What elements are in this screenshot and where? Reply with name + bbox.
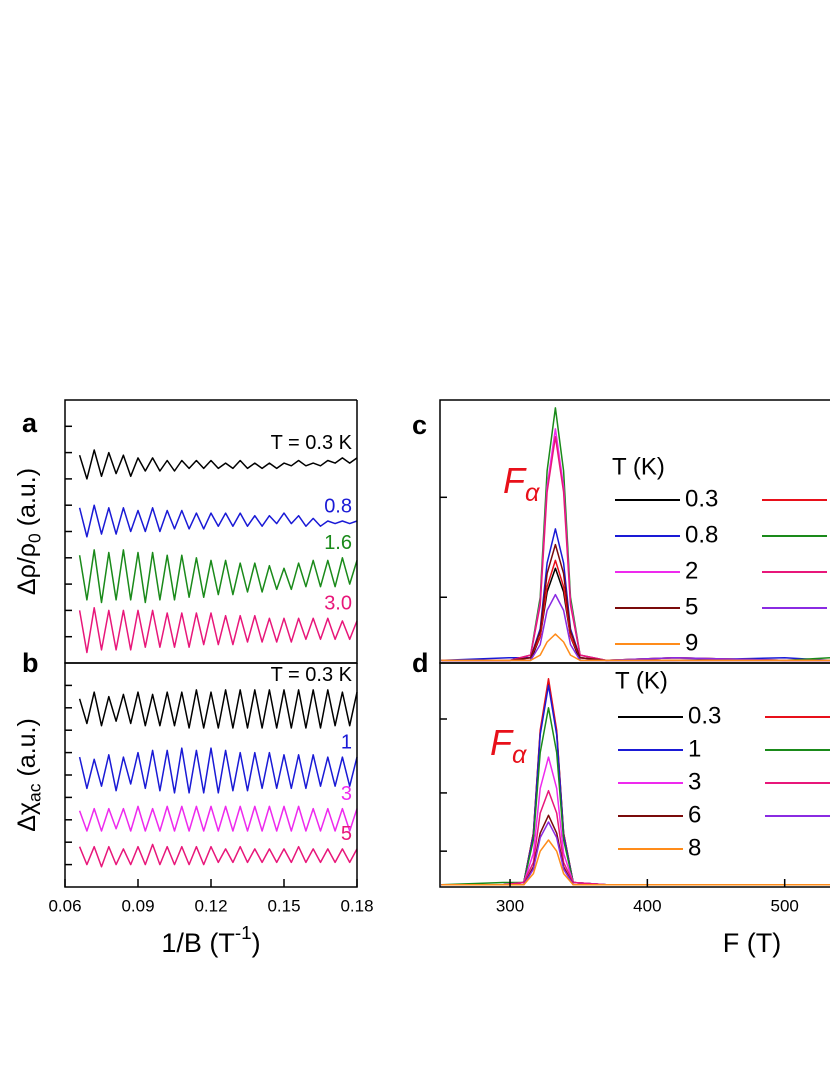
x-tick-label: 0.12 — [194, 896, 227, 915]
x-tick-label: 500 — [770, 896, 798, 915]
series-line — [441, 789, 830, 886]
x-axis-title-main: F (T) — [723, 928, 781, 958]
series-line — [78, 747, 358, 794]
x-tick-label: 300 — [496, 896, 524, 915]
legend-title: T (K) — [615, 667, 668, 694]
series-label: 1 — [341, 731, 352, 753]
peak-annotation-sub: α — [512, 740, 527, 768]
series-line — [78, 805, 358, 832]
x-tick-label: 0.15 — [267, 896, 300, 915]
series-line — [441, 839, 830, 886]
series-line — [441, 684, 830, 886]
legend-label: 1 — [688, 735, 701, 762]
series-label: 0.8 — [324, 495, 352, 517]
series-line — [78, 549, 358, 604]
series-line — [441, 593, 830, 662]
peak-annotation-main: F — [503, 460, 527, 501]
series-line — [441, 528, 830, 662]
y-axis-title-rest: (a.u.) — [13, 718, 41, 783]
peak-annotation-sub: α — [525, 478, 540, 506]
panel-letter: a — [22, 408, 38, 438]
series-line — [441, 756, 830, 886]
legend-label: 0.3 — [685, 485, 718, 512]
series-line — [441, 567, 830, 662]
series-line — [78, 504, 358, 538]
series-line — [78, 689, 358, 729]
series-line — [78, 449, 358, 480]
legend-label: 0.3 — [688, 702, 721, 729]
series-line — [78, 843, 358, 868]
axes-frame — [64, 662, 358, 888]
series-line — [441, 677, 830, 886]
series-line — [441, 407, 830, 662]
axes-frame — [439, 399, 830, 664]
series-line — [441, 559, 830, 662]
axes-frame — [439, 662, 830, 888]
series-label: T = 0.3 K — [271, 664, 353, 686]
legend-label: 5 — [685, 593, 698, 620]
series-label: 5 — [341, 823, 352, 845]
y-axis-title-main: Δρ/ρ — [13, 543, 41, 595]
panel-letter: c — [412, 410, 427, 440]
x-axis-title-rest: ) — [252, 928, 261, 958]
y-axis-title: Δρ/ρ0 (a.u.) — [13, 468, 45, 595]
series-label: 3.0 — [324, 593, 352, 615]
legend-label: 0.8 — [685, 521, 718, 548]
x-tick-label: 400 — [633, 896, 661, 915]
legend-title: T (K) — [612, 453, 665, 480]
series-line — [441, 821, 830, 886]
panel-letter: d — [412, 648, 429, 678]
peak-annotation: Fα — [503, 460, 540, 507]
x-tick-label: 0.18 — [340, 896, 373, 915]
x-axis-title-main: 1/B (T — [161, 928, 235, 958]
series-line — [441, 633, 830, 662]
peak-annotation-main: F — [490, 722, 514, 763]
y-axis-title-rest: (a.u.) — [13, 468, 41, 533]
legend-label: 6 — [688, 801, 701, 828]
y-axis-title-sub: 0 — [24, 533, 44, 543]
peak-annotation: Fα — [490, 722, 527, 769]
series-label: 3 — [341, 783, 352, 805]
x-axis-title: 1/B (T-1) — [161, 923, 260, 958]
x-tick-label: 0.09 — [121, 896, 154, 915]
x-tick-label: 0.06 — [48, 896, 81, 915]
panel-letter: b — [22, 648, 39, 678]
x-axis-title: F (T) — [723, 928, 781, 958]
series-label: T = 0.3 K — [271, 432, 353, 454]
series-line — [78, 607, 358, 654]
series-line — [441, 814, 830, 886]
y-axis-title-sub: ac — [24, 783, 44, 802]
y-axis-title-main: Δχ — [13, 802, 41, 832]
series-label: 1.6 — [324, 532, 352, 554]
legend-label: 8 — [688, 834, 701, 861]
x-axis-title-sup: -1 — [235, 923, 252, 944]
legend-label: 3 — [688, 768, 701, 795]
y-axis-title: Δχac (a.u.) — [13, 718, 45, 832]
legend-label: 2 — [685, 557, 698, 584]
legend-label: 9 — [685, 629, 698, 656]
